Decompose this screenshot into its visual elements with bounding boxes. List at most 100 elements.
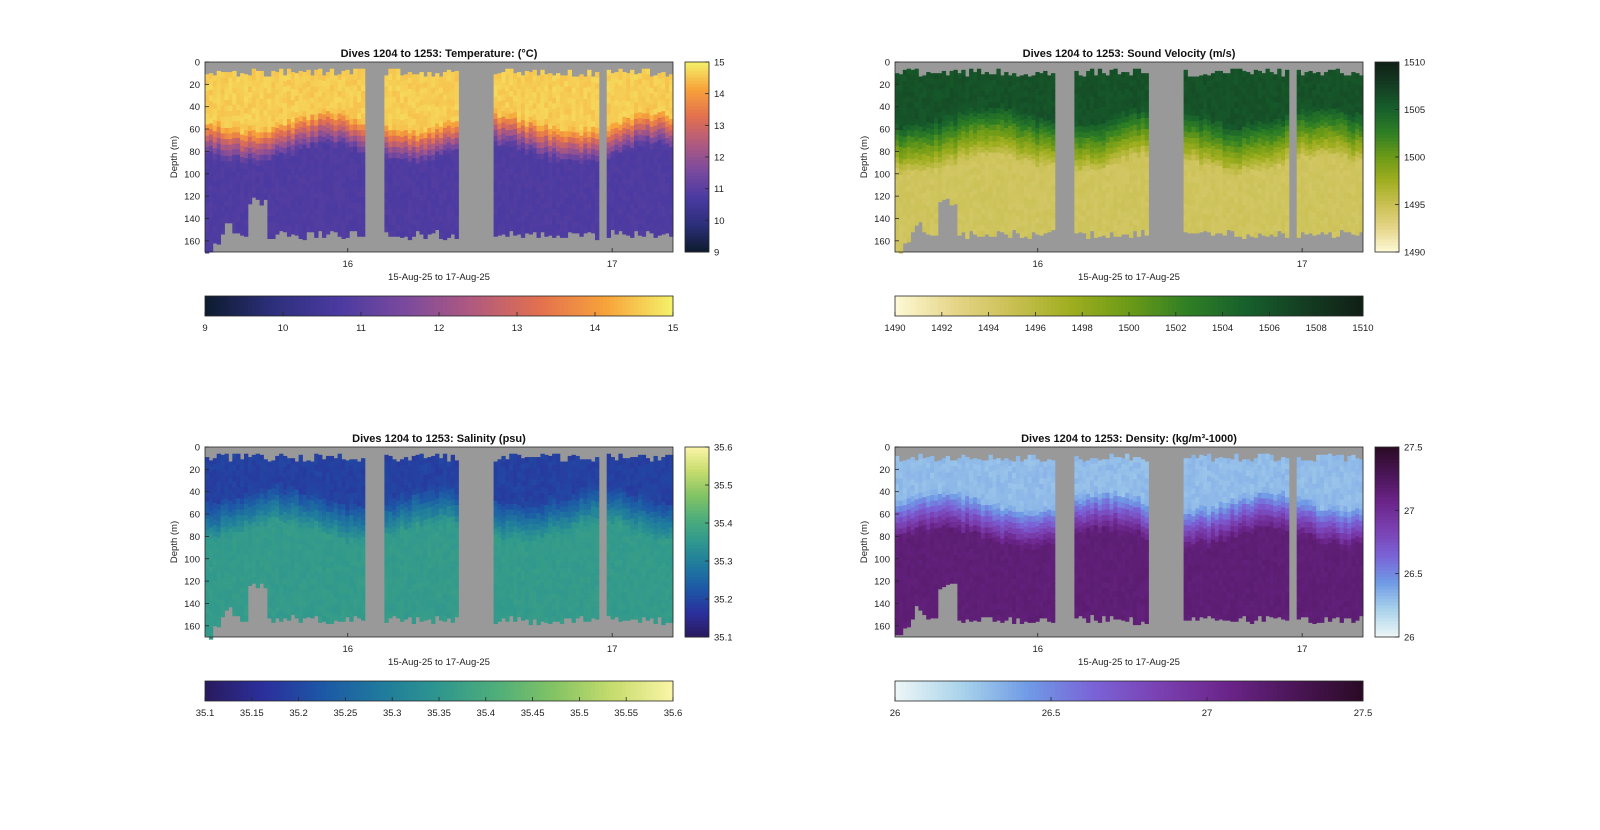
heat-cell [318,119,323,125]
heat-cell [329,208,335,215]
heat-cell [637,112,643,119]
heat-cell [1015,132,1021,139]
heat-cell [244,163,249,170]
heat-cell [988,85,993,92]
heat-cell [247,176,253,182]
heat-cell [583,143,588,150]
heat-cell [661,88,666,95]
heat-cell [388,135,393,142]
heat-cell [1093,203,1099,210]
heat-cell [517,133,522,140]
heat-cell [1031,187,1036,194]
heat-cell [322,215,327,222]
heat-cell [1043,216,1048,223]
heat-cell [244,230,249,237]
heat-cell [314,231,319,238]
heat-cell [212,187,218,194]
heat-cell [556,179,561,186]
heat-cell [969,102,974,109]
heat-cell [220,167,225,174]
heat-cell [1105,164,1110,171]
heat-cell [251,141,257,148]
heat-cell [411,197,416,204]
heat-cell [1031,131,1036,138]
heat-cell [361,85,366,92]
heat-cell [294,140,299,147]
heat-cell [902,142,908,149]
heat-cell [322,120,327,127]
heat-cell [992,107,997,114]
heat-cell [583,138,588,144]
heat-cell [665,82,670,89]
heat-cell [957,101,962,108]
heat-column [567,69,572,233]
heat-cell [957,173,962,180]
heat-cell [400,136,405,143]
heat-cell [454,126,459,133]
heat-cell [961,192,966,199]
heat-cell [1097,96,1103,103]
heat-cell [595,127,600,134]
heat-cell [941,188,947,195]
heat-cell [439,154,444,161]
heat-cell [957,145,962,152]
heat-cell [294,229,299,236]
heat-cell [976,202,982,209]
heat-cell [1121,189,1126,196]
heat-cell [524,76,530,83]
heat-cell [1015,221,1021,228]
heat-cell [439,138,444,144]
heat-cell [622,88,627,95]
heat-cell [532,108,537,115]
heat-cell [361,219,366,226]
heat-cell [587,136,592,143]
heat-cell [606,108,611,115]
heat-cell [392,107,397,114]
heat-cell [294,134,299,141]
heat-cell [910,192,915,199]
heat-cell [403,124,409,131]
heat-cell [1129,198,1134,205]
heat-cell [595,200,600,207]
heat-cell [937,196,943,203]
heat-cell [333,176,338,182]
heat-cell [922,192,927,199]
heat-cell [286,91,292,98]
heat-cell [902,103,908,110]
heat-cell [941,165,947,172]
heat-cell [1027,149,1032,156]
heat-cell [902,176,908,182]
heat-cell [930,212,935,219]
heat-cell [641,186,647,193]
heat-cell [240,201,245,208]
heat-cell [450,72,455,79]
heat-cell [435,78,440,85]
colorbar-cell [556,296,561,316]
heat-cell [1051,117,1056,124]
heat-cell [902,226,908,233]
heat-cell [1078,159,1083,166]
heat-cell [1051,196,1056,203]
heat-cell [556,73,561,80]
heat-cell [392,96,397,103]
heat-cell [384,81,389,87]
heat-cell [1090,219,1095,226]
heat-cell [540,97,545,104]
heat-cell [910,164,915,171]
heat-cell [649,132,654,139]
heat-column [532,69,537,233]
heat-cell [984,200,989,207]
heat-cell [513,89,518,96]
heat-cell [1074,98,1079,105]
heat-cell [941,115,947,122]
heat-cell [918,199,923,206]
heat-column [1000,75,1005,233]
heat-cell [310,215,315,222]
heat-cell [419,150,424,157]
heat-cell [524,143,530,150]
heat-cell [341,199,346,206]
heat-cell [435,145,440,152]
heat-cell [591,154,596,161]
heat-cell [1012,73,1017,80]
heat-cell [396,141,401,148]
